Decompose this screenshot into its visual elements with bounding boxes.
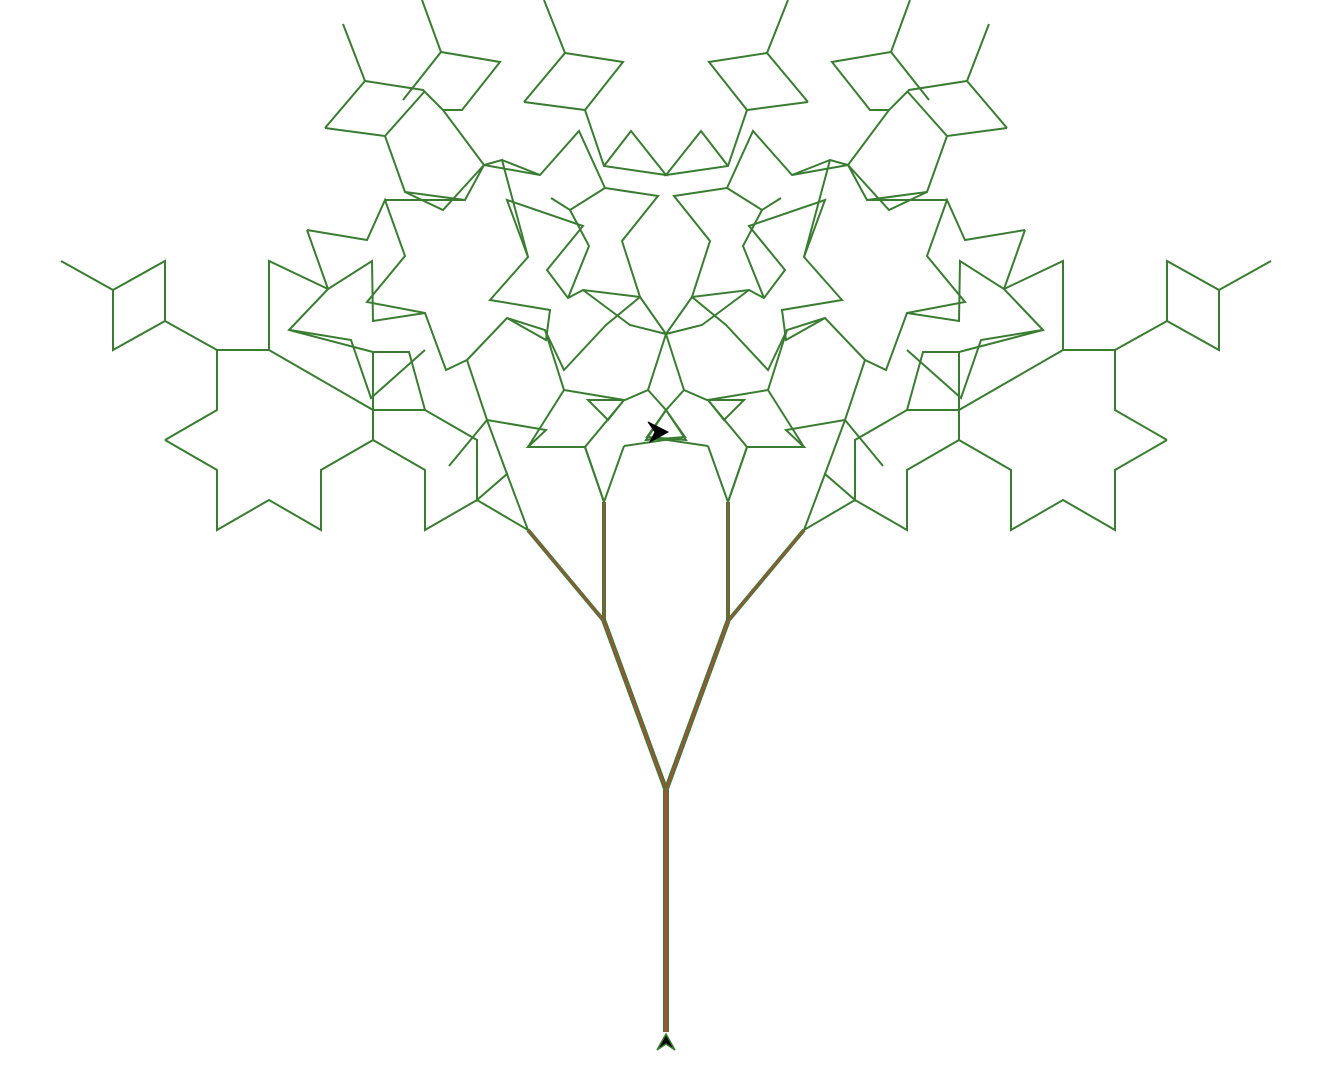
trunk-segment — [727, 529, 805, 622]
leaf-branch-left — [404, 158, 552, 361]
leaf-branch-left — [501, 129, 660, 300]
leaf-branch-left — [60, 260, 114, 291]
leaf-branch-left — [306, 197, 426, 314]
leaf-branch-right — [672, 129, 831, 300]
fractal-tree — [60, 0, 1272, 1032]
leaf-branch-left — [567, 209, 591, 299]
trunk-segment — [527, 529, 605, 622]
leaf-branch-left — [287, 259, 605, 503]
leaf-branch-left — [483, 164, 541, 176]
leaf-branch-right — [707, 51, 809, 112]
leaf-branch-left — [543, 0, 566, 54]
leaf-branch-right — [726, 187, 782, 212]
leaf-branch-right — [741, 209, 765, 299]
leaf-branch-right — [1003, 229, 1026, 290]
leaf-branch-right — [906, 90, 948, 137]
leaf-branch-right — [665, 295, 788, 372]
trunk-segment — [603, 620, 667, 791]
leaf-branch-right — [1114, 259, 1220, 352]
start-arrow-icon — [656, 1032, 676, 1051]
leaf-branch-left — [544, 295, 667, 372]
leaf-branch-left — [506, 289, 668, 422]
leaf-branch-right — [766, 0, 789, 54]
leaf-branch-left — [448, 418, 508, 475]
leaf-branch-left — [342, 23, 366, 82]
leaf-branch-right — [958, 349, 1168, 532]
leaf-branch-right — [966, 23, 990, 82]
leaf-branch-right — [906, 329, 1043, 400]
leaf-branch-right — [767, 389, 805, 448]
trunk-branches — [526, 502, 806, 1032]
leaf-branch-right — [802, 409, 960, 533]
leaf-branch-left — [583, 399, 625, 506]
leaf-branch-right — [830, 50, 930, 111]
leaf-branch-right — [780, 158, 928, 361]
leaf-branch-left — [550, 187, 606, 212]
leaf-branch-left — [289, 329, 426, 400]
leaf-branch-left — [523, 51, 625, 112]
leaf-branch-right — [791, 164, 849, 176]
leaf-branch-left — [527, 389, 565, 448]
leaf-branch-left — [584, 109, 669, 177]
leaf-branch-right — [707, 399, 749, 506]
leaf-branch-right — [1218, 260, 1272, 291]
leaf-branch-left — [384, 90, 426, 137]
leaf-branch-left — [306, 229, 329, 290]
leaf-branch-left — [268, 259, 329, 350]
trunk-segment — [665, 620, 729, 791]
leaf-branch-right — [664, 289, 826, 422]
leaf-branch-left — [112, 259, 218, 352]
leaf-branch-right — [1003, 259, 1064, 350]
turtle-arrow-icon — [647, 421, 670, 444]
leaf-branch-right — [727, 259, 1045, 503]
leaf-branch-left — [164, 349, 374, 532]
leaf-branches — [60, 0, 1272, 533]
leaf-branch-left — [402, 50, 502, 111]
leaf-branch-left — [421, 0, 442, 53]
leaf-branch-right — [663, 109, 748, 177]
leaf-branch-right — [906, 197, 1026, 314]
leaf-branch-left — [372, 351, 426, 440]
leaf-branch-right — [890, 0, 911, 53]
start-arrow-shape — [656, 1032, 676, 1051]
leaf-branch-right — [824, 418, 884, 475]
leaf-branch-right — [906, 351, 960, 440]
turtle-arrow-shape — [647, 421, 670, 444]
leaf-branch-left — [623, 436, 686, 447]
leaf-branch-left — [372, 409, 530, 533]
